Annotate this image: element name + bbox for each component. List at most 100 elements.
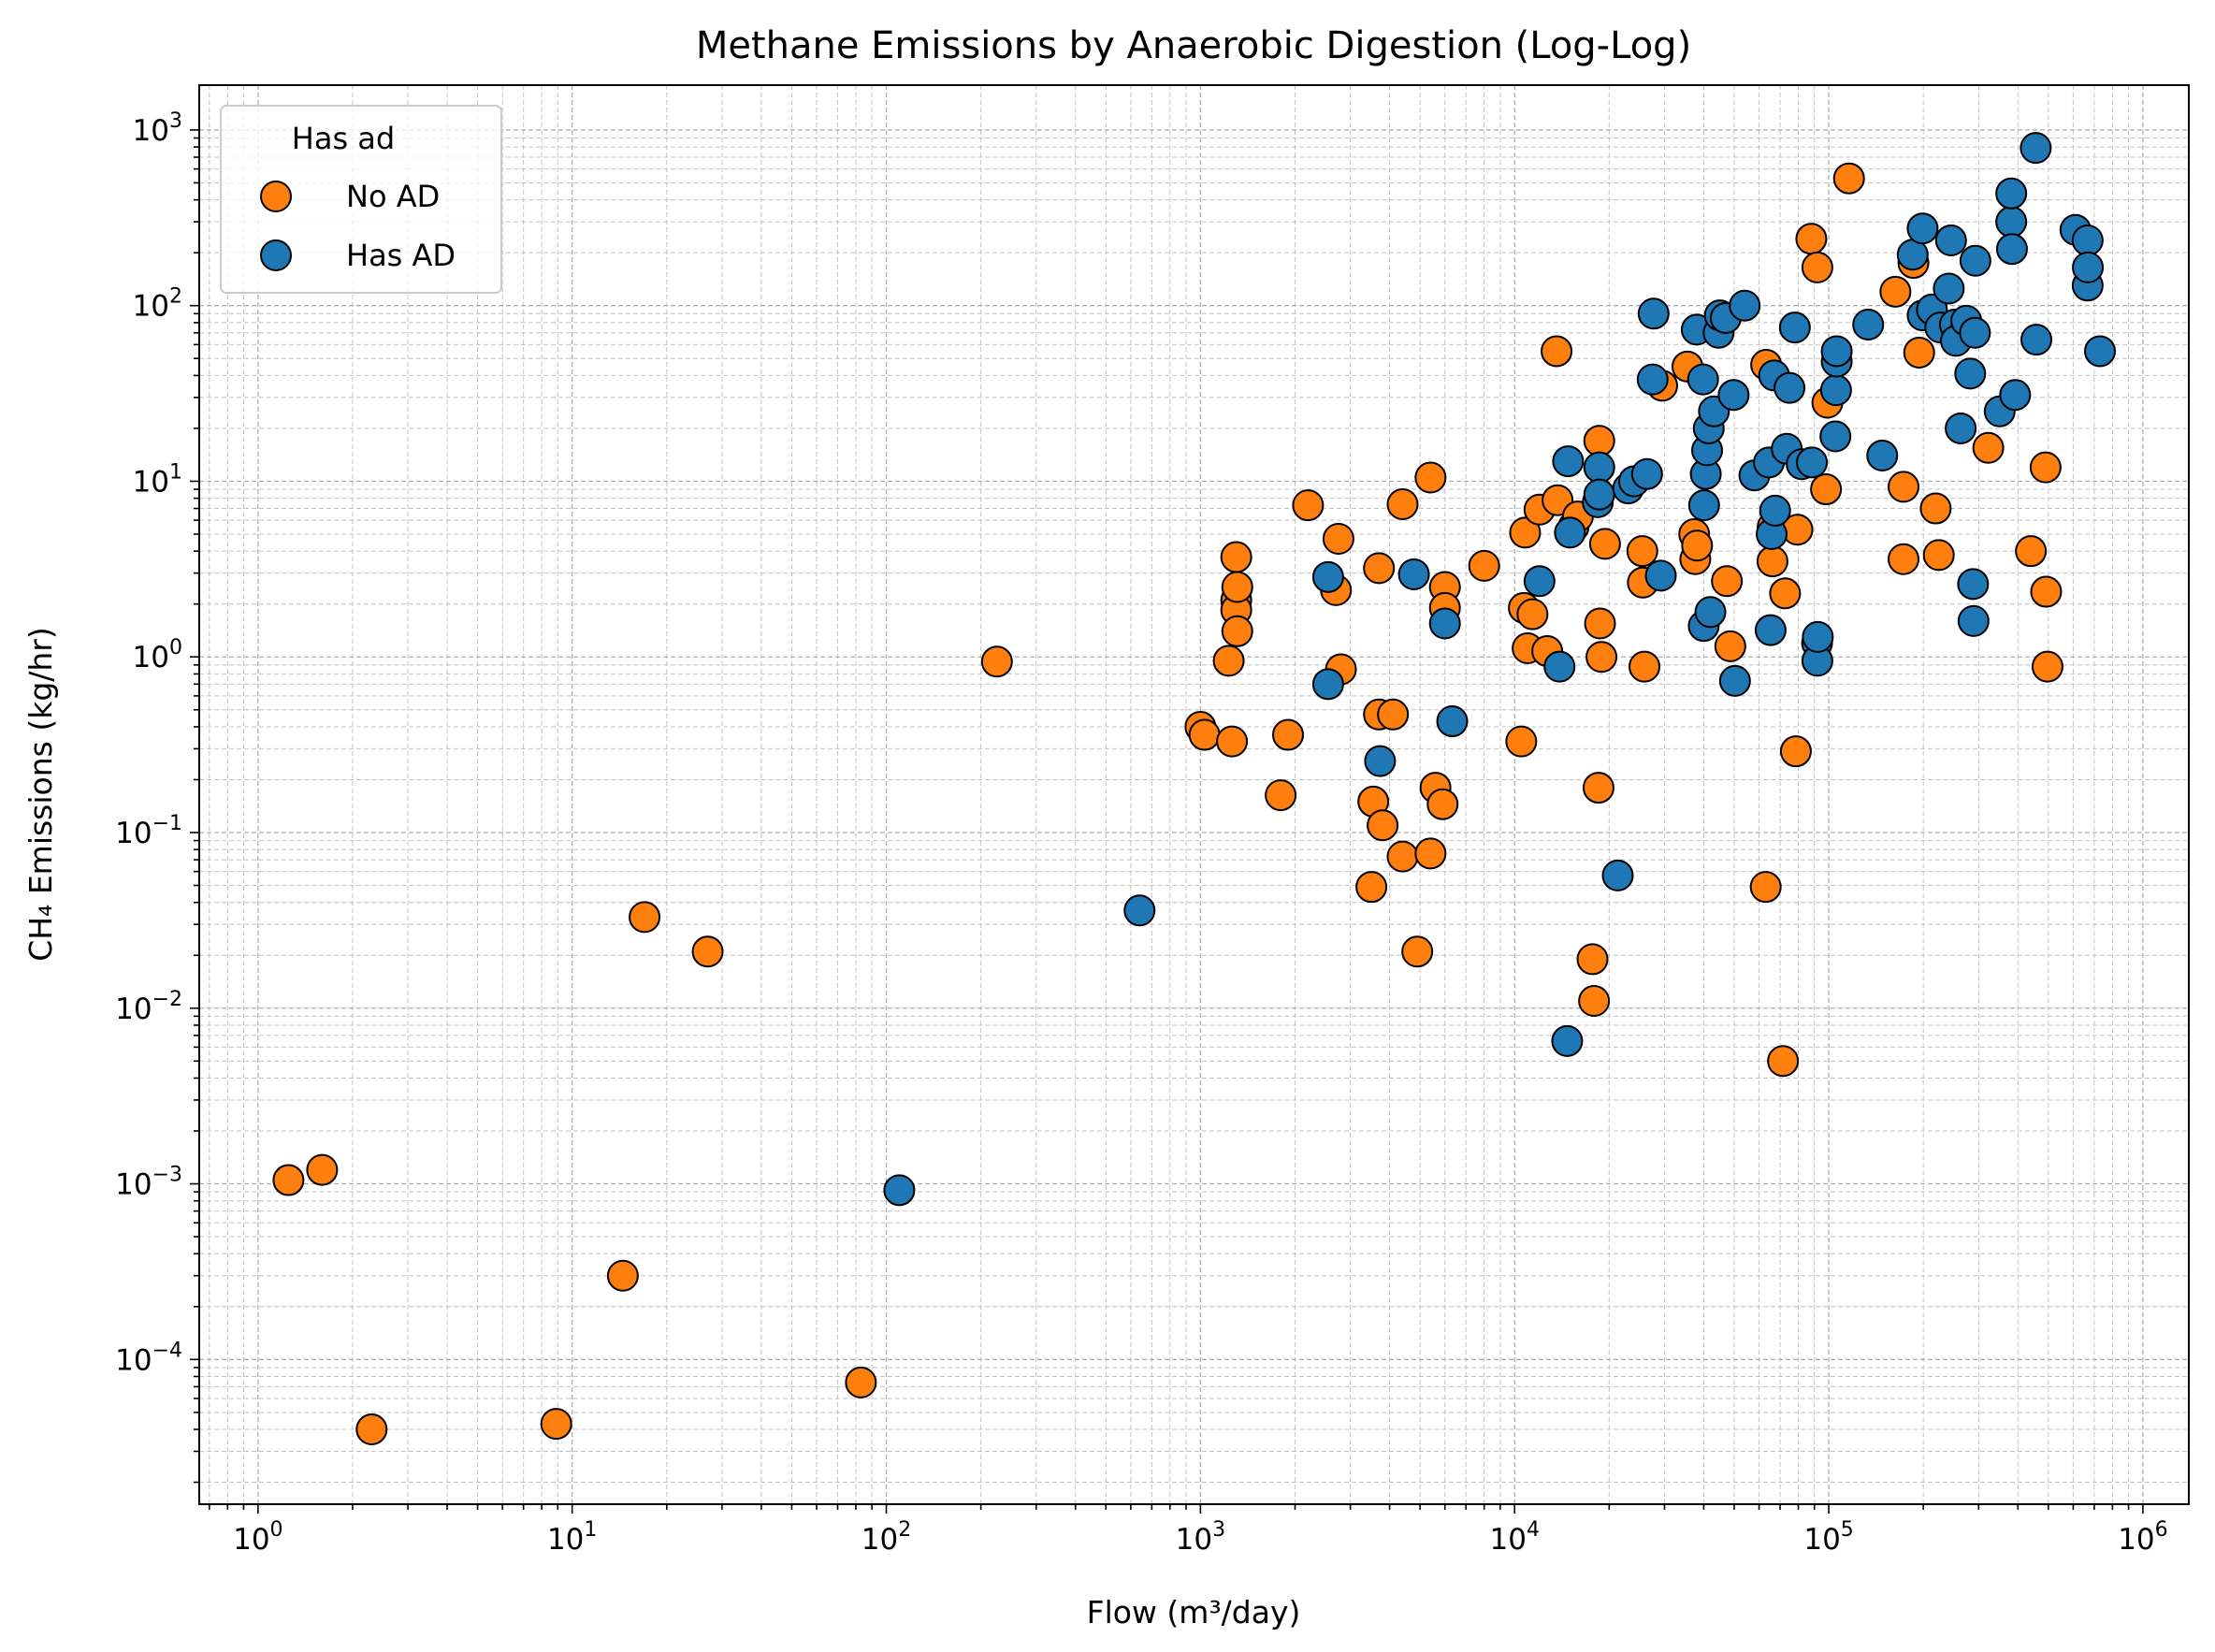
point-no-ad: [1271, 718, 1304, 751]
grid-lines: [199, 85, 2189, 1504]
point-has-ad: [1636, 363, 1669, 396]
point-no-ad: [1711, 565, 1744, 598]
point-has-ad: [1778, 312, 1811, 344]
point-no-ad: [1801, 251, 1833, 283]
y-tick-label: 10−4: [115, 1339, 182, 1377]
y-axis-ticks: 10−4 10−3 10−2 10−1 100 101 102 103: [115, 109, 199, 1484]
point-no-ad: [1749, 871, 1782, 904]
x-tick-label: 106: [2118, 1518, 2167, 1557]
plot-frame: [198, 84, 2190, 1505]
y-tick-label: 103: [133, 109, 182, 148]
point-has-ad: [1754, 614, 1787, 646]
point-no-ad: [2029, 451, 2062, 484]
point-has-ad: [1957, 568, 1990, 601]
y-tick-label: 101: [133, 460, 182, 499]
point-has-ad: [1819, 420, 1852, 453]
point-no-ad: [1578, 984, 1611, 1017]
point-no-ad: [1832, 162, 1865, 195]
point-no-ad: [1769, 577, 1802, 610]
point-has-ad: [1543, 650, 1576, 683]
point-has-ad: [1551, 1024, 1584, 1057]
point-no-ad: [1516, 598, 1549, 630]
point-has-ad: [1773, 371, 1806, 404]
point-no-ad: [1922, 539, 1955, 572]
point-has-ad: [2084, 335, 2117, 368]
point-no-ad: [1401, 935, 1434, 968]
point-has-ad: [1123, 894, 1156, 927]
point-has-ad: [1554, 516, 1586, 549]
point-no-ad: [1212, 645, 1245, 677]
point-no-ad: [355, 1413, 388, 1446]
point-has-ad: [2020, 324, 2053, 356]
point-no-ad: [1509, 516, 1542, 549]
point-no-ad: [1221, 615, 1253, 647]
point-no-ad: [1414, 837, 1447, 870]
point-no-ad: [1505, 725, 1538, 758]
legend-title: Has ad: [292, 121, 395, 156]
point-has-ad: [1583, 478, 1615, 511]
point-no-ad: [629, 901, 661, 934]
y-tick-label: 102: [133, 285, 182, 324]
point-has-ad: [2071, 225, 2104, 257]
legend-label-no-ad: No AD: [346, 179, 440, 214]
point-no-ad: [1681, 529, 1714, 562]
point-no-ad: [1386, 840, 1419, 873]
point-no-ad: [1377, 698, 1410, 731]
point-has-ad: [1906, 212, 1939, 245]
x-tick-label: 105: [1803, 1518, 1853, 1557]
point-has-ad: [1759, 494, 1791, 527]
point-no-ad: [1888, 543, 1920, 575]
point-has-ad: [1957, 604, 1990, 637]
point-no-ad: [1582, 772, 1614, 804]
point-has-ad: [1999, 379, 2032, 412]
point-no-ad: [1888, 471, 1920, 503]
point-no-ad: [1363, 552, 1396, 585]
point-has-ad: [1729, 289, 1761, 322]
point-no-ad: [1188, 718, 1221, 751]
point-has-ad: [1866, 440, 1899, 472]
y-tick-label: 10−3: [115, 1164, 182, 1202]
point-has-ad: [1364, 745, 1397, 777]
point-has-ad: [883, 1174, 916, 1207]
point-has-ad: [1959, 316, 1991, 349]
point-no-ad: [1714, 630, 1746, 662]
point-no-ad: [1355, 871, 1388, 904]
point-has-ad: [1717, 379, 1750, 412]
point-has-ad: [1523, 565, 1556, 598]
x-tick-label: 104: [1489, 1518, 1539, 1557]
point-no-ad: [1216, 725, 1249, 758]
point-has-ad: [1311, 668, 1344, 701]
point-no-ad: [1583, 425, 1615, 457]
point-no-ad: [1584, 607, 1616, 640]
point-no-ad: [1767, 1045, 1800, 1078]
point-no-ad: [1576, 943, 1609, 976]
point-no-ad: [1903, 336, 1935, 369]
point-no-ad: [1265, 779, 1297, 812]
point-has-ad: [1694, 596, 1727, 629]
legend-label-has-ad: Has AD: [346, 238, 456, 273]
point-no-ad: [1879, 275, 1912, 308]
point-has-ad: [1934, 225, 1967, 257]
point-no-ad: [1585, 641, 1618, 674]
point-has-ad: [1687, 489, 1720, 522]
y-tick-label: 100: [133, 636, 182, 674]
point-no-ad: [1626, 535, 1658, 568]
point-has-ad: [2020, 132, 2052, 165]
point-no-ad: [1779, 735, 1812, 768]
x-axis-ticks: 100 101 102 103 104 105 106: [209, 1504, 2168, 1557]
x-axis-label: Flow (m³/day): [1087, 1594, 1301, 1630]
x-tick-label: 103: [1176, 1518, 1225, 1557]
point-no-ad: [1220, 541, 1252, 573]
point-no-ad: [1367, 809, 1399, 842]
point-no-ad: [1919, 492, 1952, 525]
point-has-ad: [1687, 363, 1719, 396]
point-has-ad: [1552, 445, 1585, 478]
point-no-ad: [2030, 575, 2063, 608]
point-no-ad: [1468, 549, 1500, 582]
point-no-ad: [272, 1164, 305, 1196]
point-has-ad: [1583, 451, 1615, 484]
point-has-ad: [1945, 412, 1977, 444]
point-no-ad: [691, 935, 724, 968]
point-has-ad: [1959, 244, 1991, 277]
point-no-ad: [1629, 650, 1661, 683]
